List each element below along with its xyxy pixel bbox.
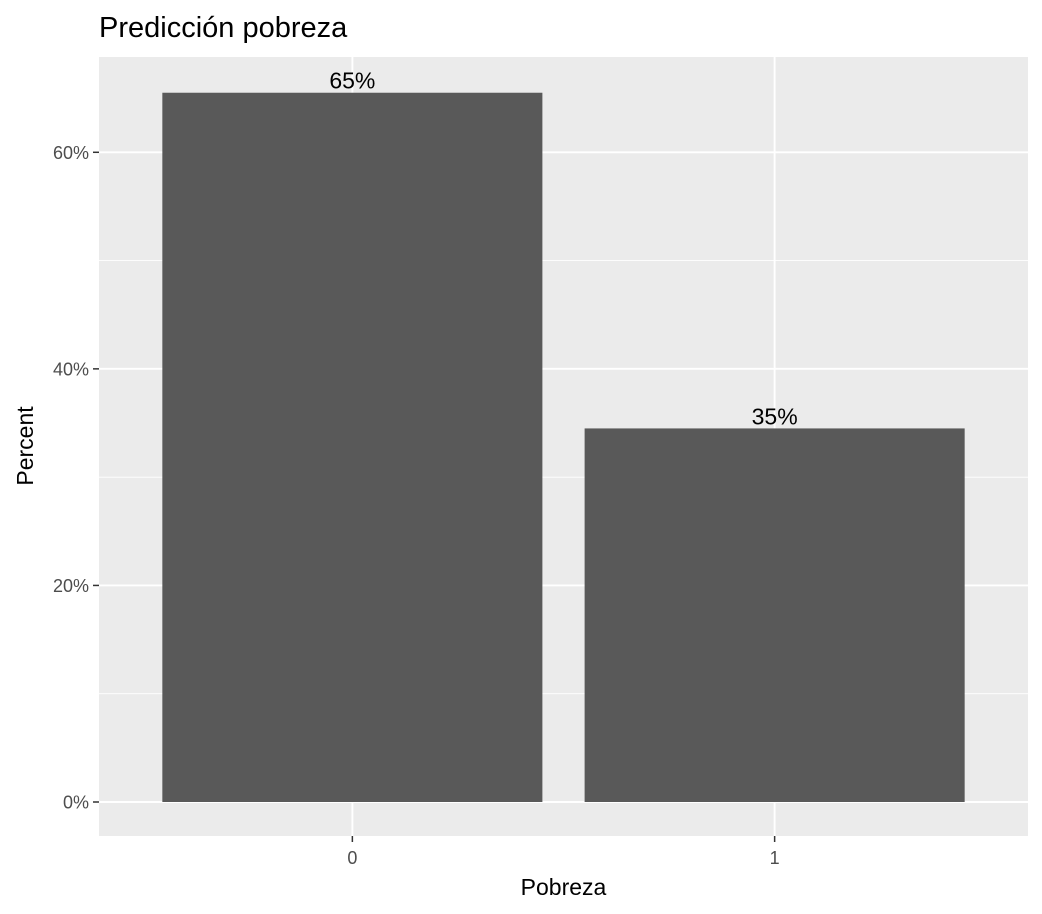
data-label-0: 65% (329, 68, 375, 94)
x-tick-label: 0 (347, 848, 357, 868)
bar-0 (162, 92, 543, 802)
data-label-1: 35% (752, 403, 798, 429)
y-tick-label: 60% (53, 143, 89, 163)
y-tick-label: 0% (63, 793, 89, 813)
y-tick-label: 20% (53, 576, 89, 596)
y-tick-label: 40% (53, 359, 89, 379)
y-axis: 0% 20% 40% 60% (53, 143, 99, 813)
x-tick-label: 1 (770, 848, 780, 868)
chart-title: Predicción pobreza (99, 12, 348, 44)
y-axis-title: Percent (12, 406, 38, 486)
bars (162, 92, 965, 802)
x-axis-title: Pobreza (521, 874, 607, 900)
data-labels: 65% 35% (329, 68, 797, 430)
bar-1 (584, 428, 965, 802)
